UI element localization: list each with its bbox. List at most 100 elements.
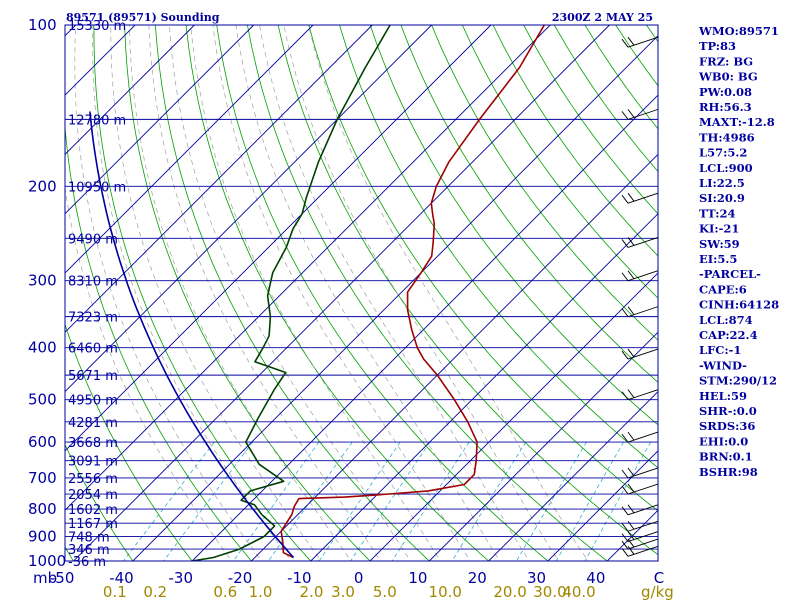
- wind-barbs: [621, 36, 659, 557]
- wind-barb: [621, 520, 659, 532]
- wind-barb: [621, 306, 659, 318]
- index-text: WMO:89571: [698, 24, 779, 38]
- wind-barb-staff: [627, 270, 659, 282]
- index-text: CAPE:6: [699, 282, 747, 296]
- pressure-tick-label: 900: [28, 527, 57, 545]
- pressure-tick-label: 600: [28, 433, 57, 451]
- moist-adiabat-line: [92, 25, 292, 561]
- chart-title-left: 89571 (89571) Sounding: [66, 11, 220, 24]
- pressure-tick-label: 1000: [28, 552, 66, 570]
- wind-barb-flag: [627, 538, 635, 548]
- index-text: EHI:0.0: [699, 434, 748, 448]
- dewpoint-profile-line: [191, 25, 391, 561]
- index-text: PW:0.08: [699, 85, 752, 99]
- isotherm-line: [547, 450, 658, 561]
- plot-frame: [64, 24, 659, 562]
- mixing-ratio-label: 2.0: [300, 583, 324, 600]
- mixing-ratio-label: 3.0: [331, 583, 355, 600]
- dry-adiabat-line: [339, 25, 658, 469]
- index-text: TH:4986: [699, 130, 755, 144]
- index-text: FRZ: BG: [699, 54, 753, 68]
- index-text: CAP:22.4: [699, 328, 758, 342]
- height-label: 4950 m: [68, 394, 118, 409]
- index-text: STM:290/12: [699, 374, 777, 388]
- chart-title-right: 2300Z 2 MAY 25: [552, 11, 653, 24]
- mixing-ratio-line: [350, 441, 431, 561]
- height-label: 6460 m: [68, 342, 118, 357]
- isotherm-line: [65, 25, 551, 511]
- pressure-tick-label: 400: [28, 339, 57, 357]
- mixing-ratio-label: 20.0: [493, 583, 526, 600]
- temperature-tick-label: 30: [527, 569, 546, 587]
- index-text: BRN:0.1: [699, 450, 753, 464]
- mixing-ratio-line: [122, 441, 215, 561]
- isotherm-line: [65, 25, 255, 215]
- dry-adiabat-line: [65, 121, 252, 561]
- pressure-tick-label: 800: [28, 500, 57, 518]
- height-label: 9490 m: [68, 232, 118, 247]
- dry-adiabat-line: [216, 25, 549, 561]
- isotherm-line: [65, 25, 432, 393]
- height-label: 3091 m: [68, 455, 118, 470]
- mixing-ratio-line: [451, 441, 527, 561]
- mixing-ratio-line: [391, 441, 470, 561]
- temperature-tick-label: -50: [50, 569, 75, 587]
- mixing-ratio-label: 1.0: [249, 583, 273, 600]
- dry-adiabat-line: [492, 25, 658, 257]
- wind-barb: [621, 108, 659, 120]
- height-label: 8310 m: [68, 275, 118, 290]
- temperature-tick-label: 40: [586, 569, 605, 587]
- height-label: 2556 m: [68, 472, 118, 487]
- wind-barb-flag: [627, 504, 635, 514]
- wind-barb: [621, 192, 659, 204]
- temperature-unit-label: C: [654, 569, 664, 587]
- wind-barb-staff: [627, 483, 659, 495]
- wind-barb-staff: [627, 192, 659, 204]
- dry-adiabat-line: [185, 25, 490, 561]
- isotherm-line: [428, 331, 658, 561]
- wind-barb-staff: [627, 504, 659, 516]
- mixing-ratio-line: [318, 441, 401, 561]
- wind-barb-staff: [627, 545, 659, 557]
- index-text: SHR-:0.0: [699, 404, 757, 418]
- height-label: 12780 m: [68, 113, 126, 128]
- wind-barb-flag: [621, 522, 629, 532]
- index-text: LI:22.5: [699, 176, 745, 190]
- wind-barb-flag: [621, 469, 629, 479]
- height-label: 748 m: [68, 530, 110, 545]
- isotherm-line: [65, 25, 195, 156]
- dry-adiabat-line: [369, 25, 658, 426]
- mixing-ratio-label: 40.0: [562, 583, 595, 600]
- index-text: KI:-21: [699, 222, 739, 236]
- sounding-profiles: [89, 25, 545, 561]
- temperature-tick-label: 10: [408, 569, 427, 587]
- index-text: SI:20.9: [699, 191, 745, 205]
- isotherm-line: [65, 25, 314, 274]
- wind-barb: [621, 431, 659, 443]
- index-text: EI:5.5: [699, 252, 737, 266]
- wind-barb-staff: [627, 538, 659, 550]
- wind-barb-staff: [627, 531, 659, 543]
- dry-adiabat-line: [277, 25, 658, 556]
- wind-barb-flag: [627, 467, 635, 477]
- isotherm-line: [65, 25, 373, 333]
- wind-barb-flag: [621, 540, 629, 550]
- index-text: LFC:-1: [699, 343, 741, 357]
- isotherm-line: [72, 25, 610, 561]
- wind-barb-flag: [621, 194, 629, 204]
- mixing-ratio-line: [584, 441, 652, 561]
- wind-barb: [621, 483, 659, 495]
- index-text: WB0: BG: [698, 70, 758, 84]
- wind-barb-flag: [627, 389, 635, 398]
- wind-barb: [621, 531, 659, 543]
- height-label: 10950 m: [68, 180, 126, 195]
- pressure-tick-label: 100: [28, 16, 57, 34]
- wind-barb-flag: [621, 239, 629, 248]
- wind-barb: [621, 504, 659, 516]
- temperature-tick-label: 0: [354, 569, 364, 587]
- wind-barb-flag: [627, 109, 635, 118]
- wind-barb: [621, 389, 659, 401]
- dry-adiabat-line: [93, 25, 312, 561]
- wind-barb-flag: [627, 531, 635, 540]
- isotherm-line: [250, 153, 658, 561]
